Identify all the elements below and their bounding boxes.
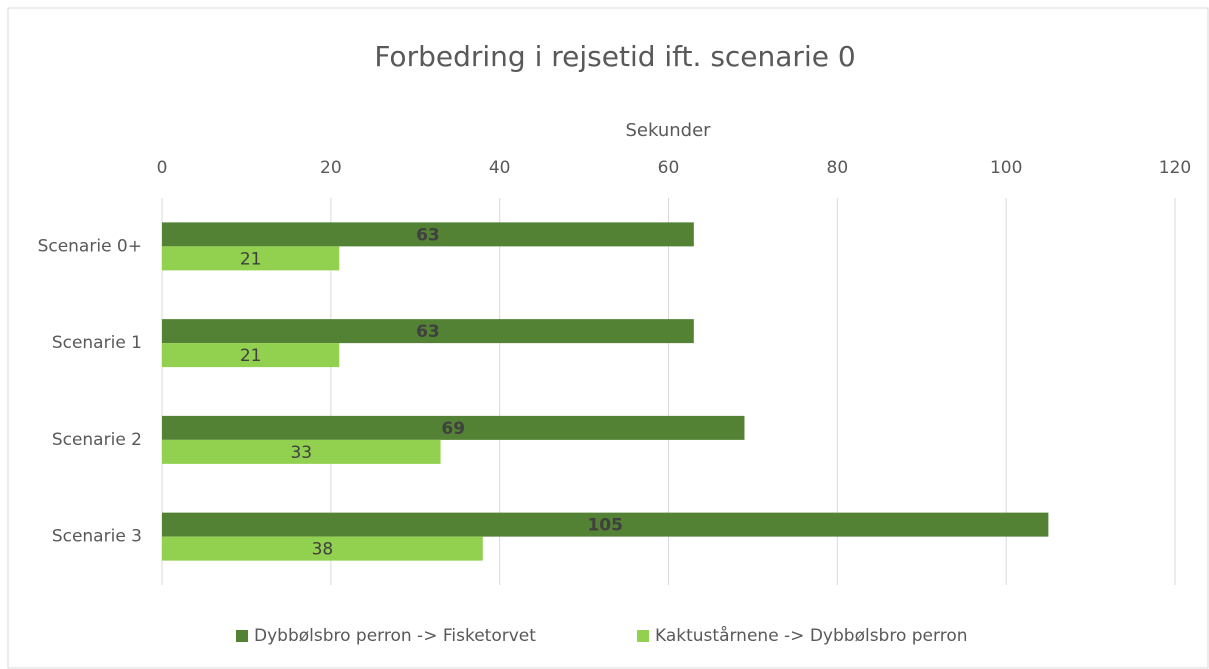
y-tick-label: Scenarie 2 — [52, 430, 142, 450]
bar — [162, 439, 441, 464]
data-label: 105 — [587, 516, 623, 536]
x-tick-label: 100 — [990, 158, 1022, 178]
data-label: 21 — [240, 249, 262, 269]
bar — [162, 246, 340, 271]
legend-swatch — [637, 630, 649, 642]
x-tick-label: 80 — [827, 158, 849, 178]
bar — [162, 415, 745, 440]
x-tick-label: 20 — [320, 158, 342, 178]
data-label: 63 — [416, 225, 440, 245]
legend-swatch — [236, 630, 248, 642]
bar — [162, 319, 694, 344]
bar — [162, 343, 340, 368]
data-label: 38 — [312, 540, 334, 560]
x-axis-title: Sekunder — [625, 120, 711, 141]
data-label: 21 — [240, 346, 262, 366]
data-label: 33 — [290, 443, 312, 463]
bar — [162, 536, 483, 561]
data-label: 69 — [441, 419, 465, 439]
y-tick-label: Scenarie 3 — [52, 527, 142, 547]
bar — [162, 222, 694, 247]
x-tick-label: 60 — [658, 158, 680, 178]
y-tick-label: Scenarie 1 — [52, 333, 142, 353]
x-tick-label: 0 — [157, 158, 168, 178]
bar — [162, 512, 1049, 537]
x-tick-label: 120 — [1159, 158, 1191, 178]
chart-title: Forbedring i rejsetid ift. scenarie 0 — [374, 40, 855, 73]
legend-label: Dybbølsbro perron -> Fisketorvet — [254, 626, 536, 646]
y-tick-label: Scenarie 0+ — [38, 236, 142, 256]
data-label: 63 — [416, 322, 440, 342]
legend-label: Kaktustårnene -> Dybbølsbro perron — [655, 625, 968, 646]
x-tick-label: 40 — [489, 158, 511, 178]
